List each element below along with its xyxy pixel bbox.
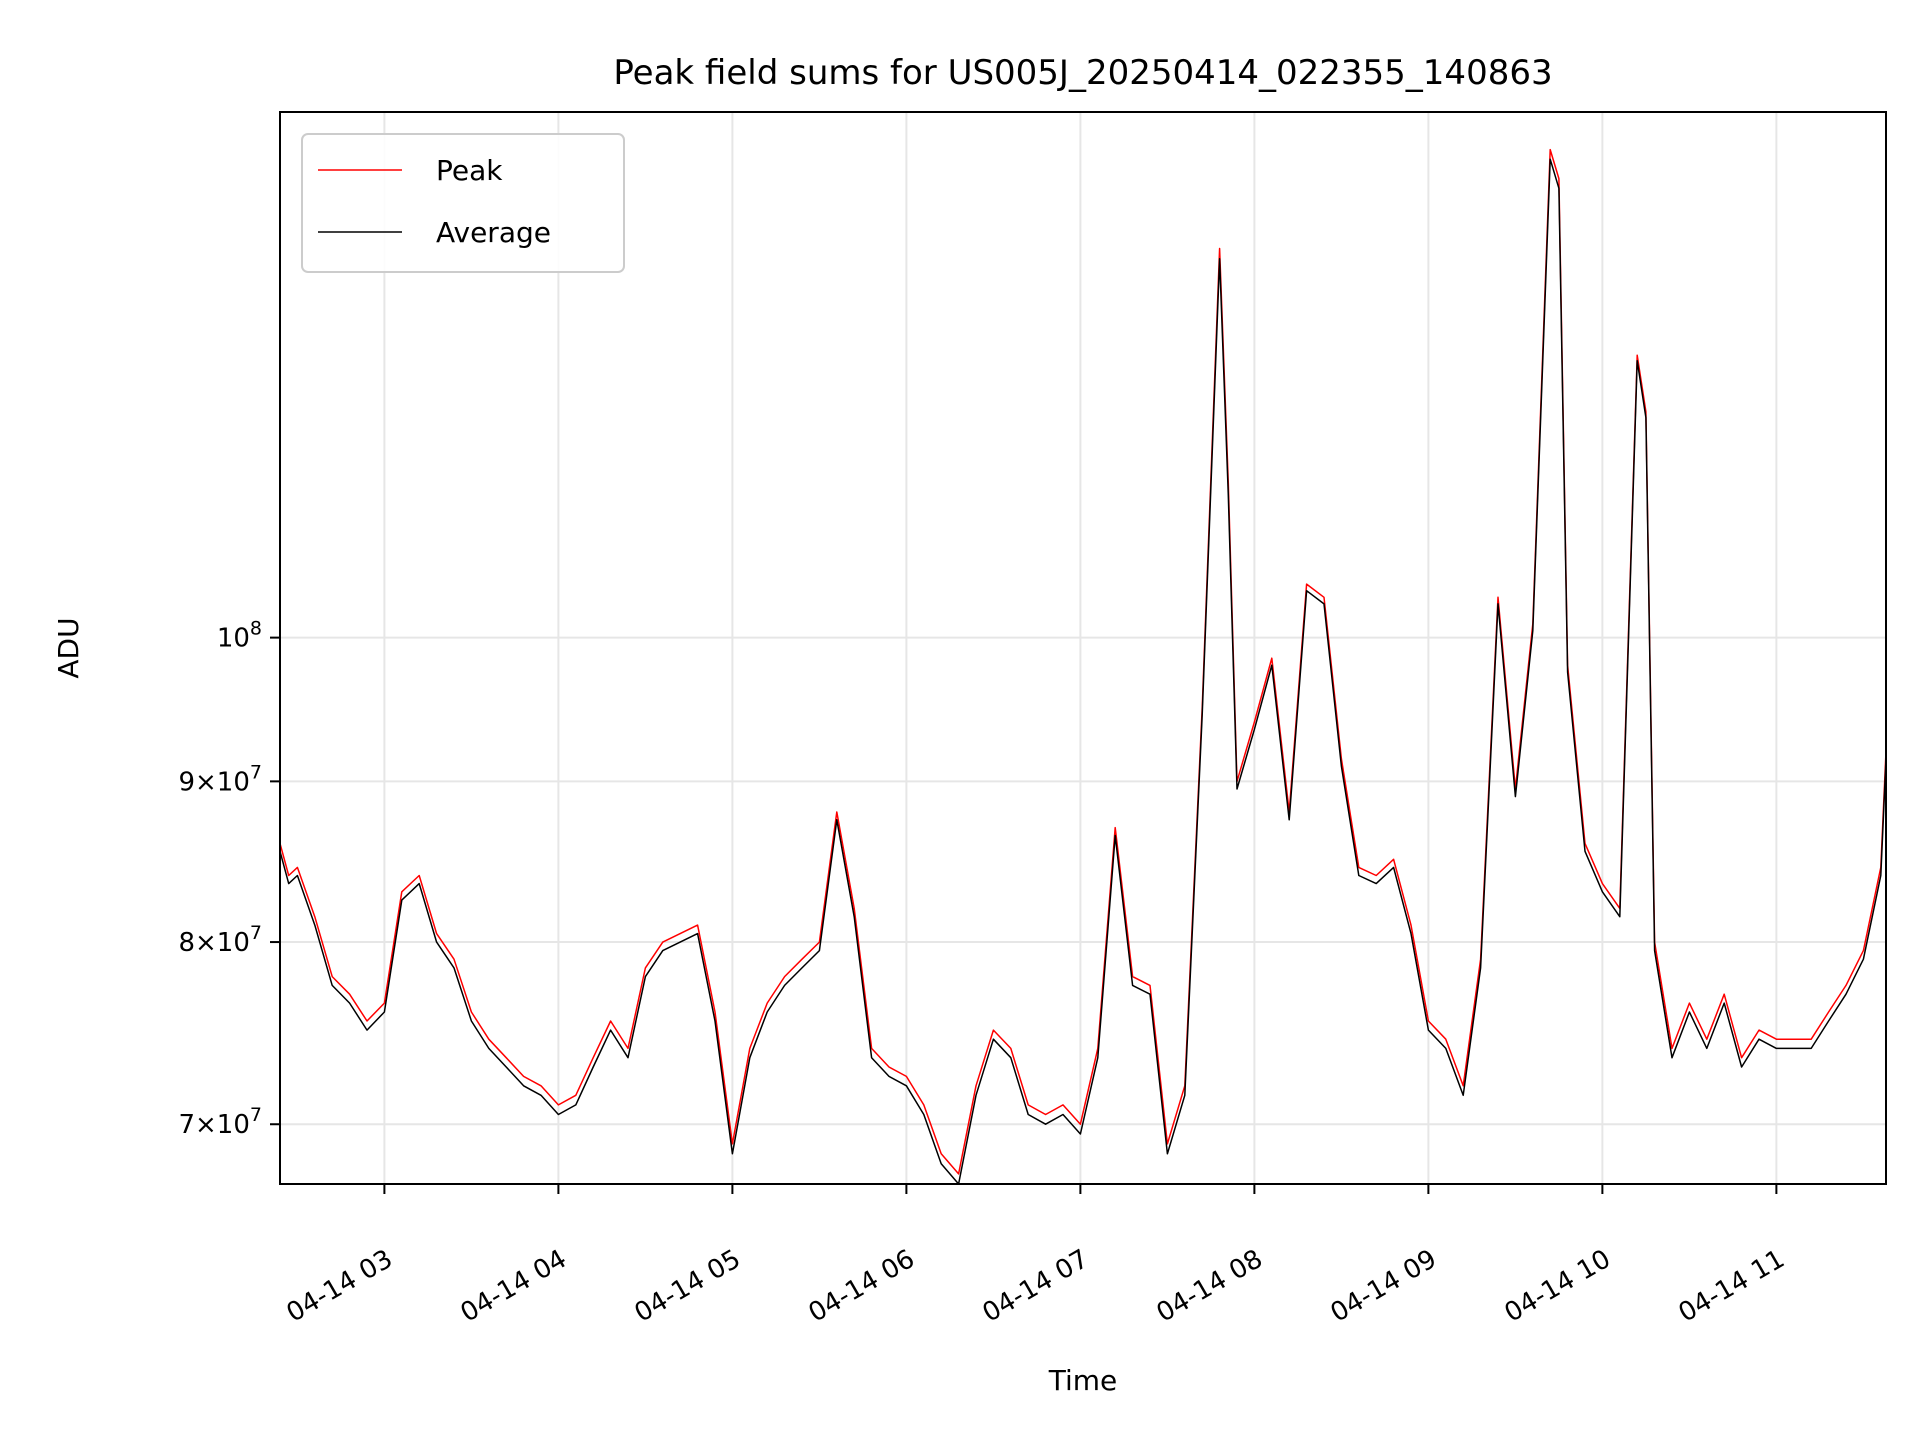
series-line-average — [280, 158, 1886, 1184]
y-axis-label: ADU — [52, 617, 85, 678]
legend-box — [301, 133, 625, 273]
legend-label-peak: Peak — [436, 154, 503, 187]
y-tick-label: 9×107 — [178, 761, 262, 797]
y-tick-label: 7×107 — [178, 1104, 262, 1140]
legend: Peak Average — [301, 133, 625, 273]
series-layer — [280, 148, 1886, 1184]
grid-layer — [280, 112, 1886, 1184]
legend-label-average: Average — [436, 216, 551, 249]
y-tick-label: 8×107 — [178, 922, 262, 958]
plot-frame — [279, 111, 1887, 1185]
x-axis-label: Time — [1048, 1364, 1118, 1397]
y-tick-label: 108 — [217, 618, 262, 654]
chart-title: Peak field sums for US005J_20250414_0223… — [613, 53, 1552, 93]
